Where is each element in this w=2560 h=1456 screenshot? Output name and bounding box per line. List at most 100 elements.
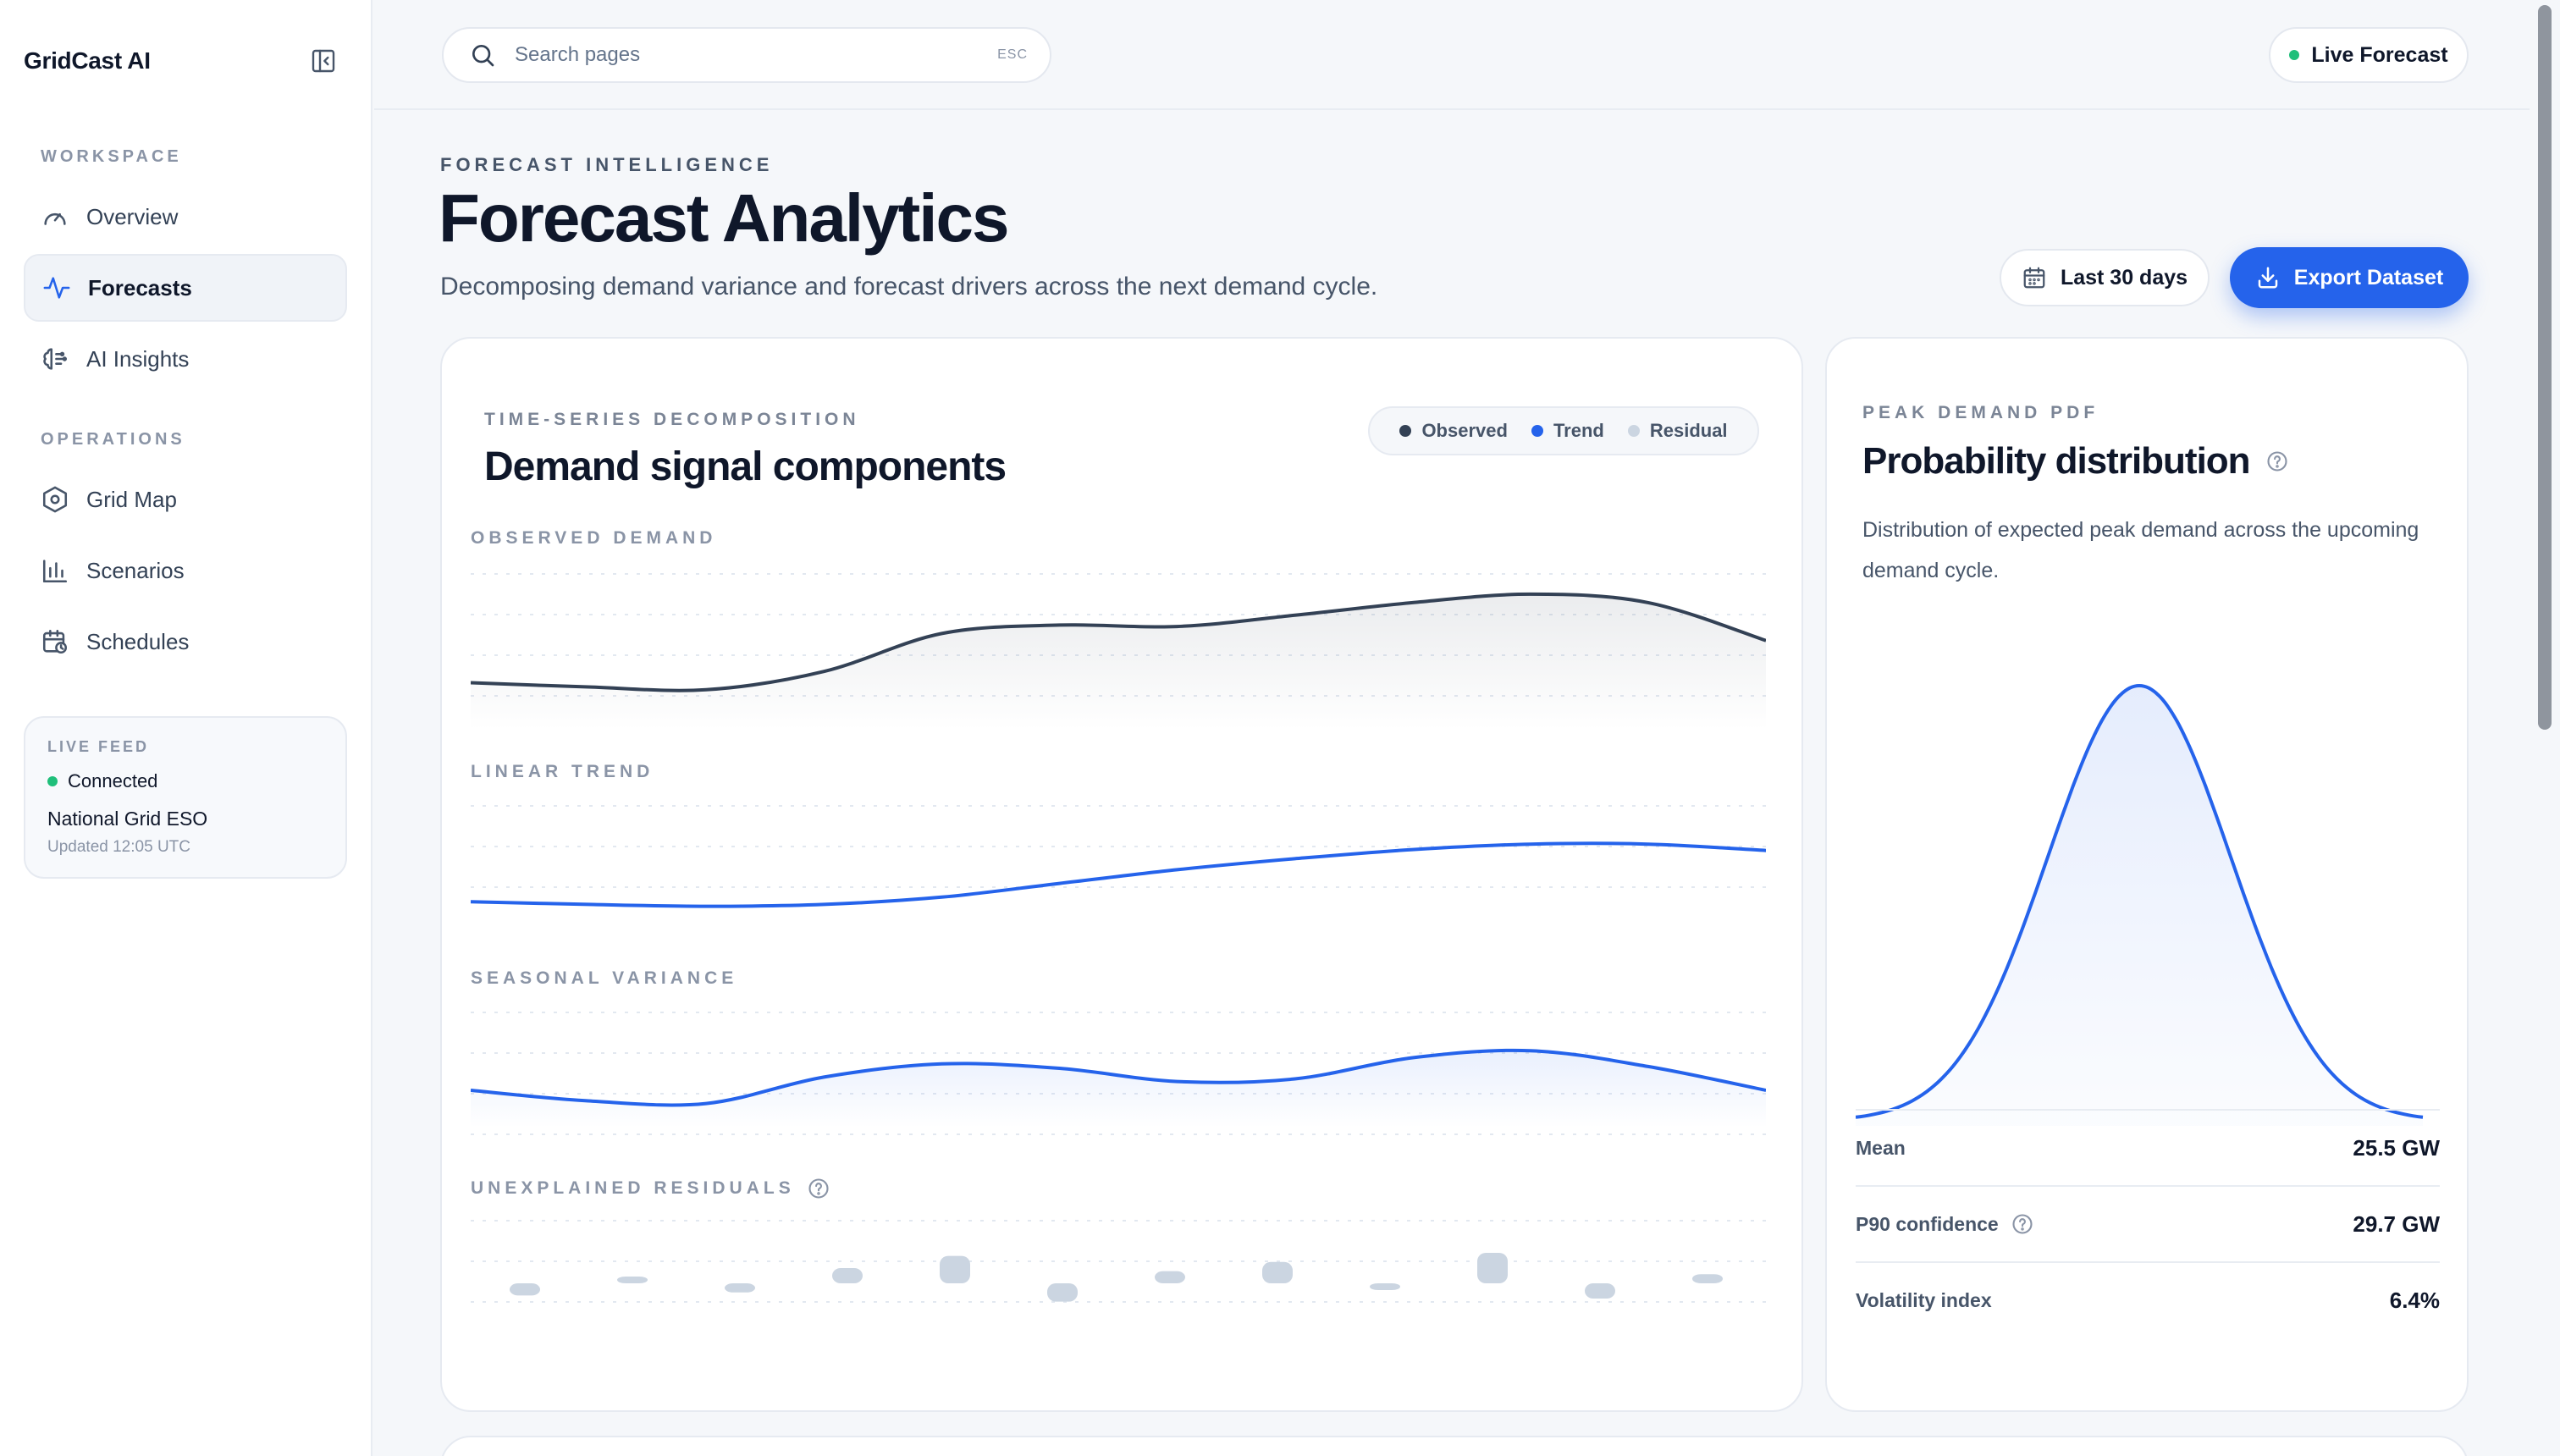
export-dataset-button[interactable]: Export Dataset xyxy=(2230,247,2469,308)
pdf-description: Distribution of expected peak demand acr… xyxy=(1862,518,2419,582)
residual-bars xyxy=(510,1253,1723,1302)
page-scrollbar[interactable] xyxy=(2530,0,2560,1456)
sidebar-item-label: Schedules xyxy=(86,628,190,654)
observed-demand-label: OBSERVED DEMAND xyxy=(471,528,717,548)
feed-updated-time: Updated 12:05 UTC xyxy=(47,838,190,856)
gridlines xyxy=(471,1220,1766,1303)
pdf-title: Probability distribution xyxy=(1862,440,2251,482)
residual-bar xyxy=(617,1277,648,1283)
help-icon[interactable] xyxy=(807,1177,830,1200)
export-dataset-label: Export Dataset xyxy=(2293,265,2444,290)
sidebar-item-forecasts[interactable]: Forecasts xyxy=(24,254,347,322)
observed-line xyxy=(471,592,1766,692)
connection-status-text: Connected xyxy=(68,770,158,791)
seasonal-area xyxy=(471,1050,1766,1128)
pdf-curve xyxy=(1856,683,2424,1119)
stat-value: 25.5 GW xyxy=(2353,1134,2440,1161)
residual-bar xyxy=(1370,1283,1400,1290)
status-dot-icon xyxy=(47,776,58,786)
pdf-chart xyxy=(1856,683,2424,1126)
legend-item-residual: Residual xyxy=(1627,420,1728,442)
app-name: GridCast AI xyxy=(24,47,151,74)
legend-label: Residual xyxy=(1649,420,1728,441)
page-title: Forecast Analytics xyxy=(439,180,1009,256)
sidebar-collapse-icon xyxy=(312,49,335,73)
stat-row-volatility: Volatility index 6.4% xyxy=(1856,1261,2440,1337)
residual-bar xyxy=(1262,1261,1293,1283)
residual-bar xyxy=(1585,1283,1615,1299)
gauge-icon xyxy=(44,212,66,225)
trend-line xyxy=(471,841,1766,908)
sidebar-item-overview[interactable]: Overview xyxy=(24,183,347,251)
residual-bar xyxy=(510,1283,540,1296)
search-shortcut-hint: ESC xyxy=(997,47,1028,62)
sidebar-item-label: Scenarios xyxy=(86,557,185,583)
stat-row-mean: Mean 25.5 GW xyxy=(1856,1109,2440,1185)
sidebar-item-label: Overview xyxy=(86,203,179,229)
live-forecast-button[interactable]: Live Forecast xyxy=(2269,27,2469,83)
scrollbar-thumb[interactable] xyxy=(2538,5,2552,730)
residuals-label-row: UNEXPLAINED RESIDUALS xyxy=(471,1177,830,1200)
seasonal-variance-chart xyxy=(471,1012,1766,1135)
hexagon-icon xyxy=(42,486,68,513)
residual-bar xyxy=(1692,1274,1723,1283)
brain-icon xyxy=(43,348,68,370)
linear-trend-label: LINEAR TREND xyxy=(471,762,654,781)
decomposition-title: Demand signal components xyxy=(484,444,1007,489)
residual-bar xyxy=(725,1283,755,1293)
sidebar-item-label: AI Insights xyxy=(86,345,190,372)
stat-label: P90 confidence xyxy=(1856,1212,1999,1235)
sidebar-item-label: Forecasts xyxy=(88,274,192,301)
search-icon xyxy=(472,45,494,67)
section-label-workspace: WORKSPACE xyxy=(41,147,182,166)
calendar-icon xyxy=(2023,267,2045,289)
sidebar-item-scenarios[interactable]: Scenarios xyxy=(24,537,347,604)
stat-label-row: P90 confidence xyxy=(1856,1212,2034,1236)
pulse-icon xyxy=(43,277,70,299)
decomposition-card: TIME-SERIES DECOMPOSITION Demand signal … xyxy=(440,337,1803,1412)
feed-source: National Grid ESO xyxy=(47,808,208,830)
date-range-button[interactable]: Last 30 days xyxy=(2000,249,2210,306)
residual-bar xyxy=(1155,1271,1185,1283)
sidebar-item-grid-map[interactable]: Grid Map xyxy=(24,466,347,533)
residual-bar xyxy=(1477,1253,1508,1283)
connection-status: Connected xyxy=(47,770,157,792)
next-section-card xyxy=(440,1436,2469,1456)
stat-row-p90: P90 confidence 29.7 GW xyxy=(1856,1185,2440,1261)
live-feed-label: LIVE FEED xyxy=(47,738,150,755)
gridlines xyxy=(471,805,1766,888)
pdf-title-row: Probability distribution xyxy=(1862,440,2289,483)
sidebar-item-ai-insights[interactable]: AI Insights xyxy=(24,325,347,393)
legend-dot-icon xyxy=(1627,425,1640,437)
residual-bar xyxy=(940,1255,970,1283)
live-dot-icon xyxy=(2289,50,2300,60)
legend-label: Observed xyxy=(1421,420,1508,441)
calendar-clock-icon xyxy=(42,629,68,654)
chart-legend: Observed Trend Residual xyxy=(1368,406,1759,455)
residual-bar xyxy=(1047,1283,1078,1302)
stat-label: Mean xyxy=(1856,1136,1906,1159)
pdf-area xyxy=(1856,686,2423,1126)
collapse-sidebar-button[interactable] xyxy=(310,47,337,74)
observed-demand-chart xyxy=(471,573,1766,730)
page-subtitle: Decomposing demand variance and forecast… xyxy=(440,273,1378,301)
probability-card: PEAK DEMAND PDF Probability distribution… xyxy=(1825,337,2469,1412)
sidebar-item-schedules[interactable]: Schedules xyxy=(24,608,347,676)
help-icon[interactable] xyxy=(2011,1212,2034,1236)
download-icon xyxy=(2258,267,2278,289)
search-box[interactable]: ESC xyxy=(442,27,1051,83)
sidebar: GridCast AI WORKSPACE Overview Forecasts… xyxy=(0,0,372,1456)
stat-value: 6.4% xyxy=(2389,1287,2440,1313)
residual-bar xyxy=(832,1268,863,1283)
bar-chart-icon xyxy=(42,560,68,583)
legend-item-observed: Observed xyxy=(1399,420,1508,442)
legend-label: Trend xyxy=(1553,420,1604,441)
search-input[interactable] xyxy=(515,43,955,67)
help-icon[interactable] xyxy=(2265,449,2289,473)
observed-area xyxy=(471,593,1766,730)
pdf-eyebrow: PEAK DEMAND PDF xyxy=(1862,403,2099,422)
residuals-label: UNEXPLAINED RESIDUALS xyxy=(471,1178,795,1198)
legend-dot-icon xyxy=(1531,425,1543,437)
linear-trend-chart xyxy=(471,805,1766,908)
residuals-chart xyxy=(471,1220,1766,1303)
